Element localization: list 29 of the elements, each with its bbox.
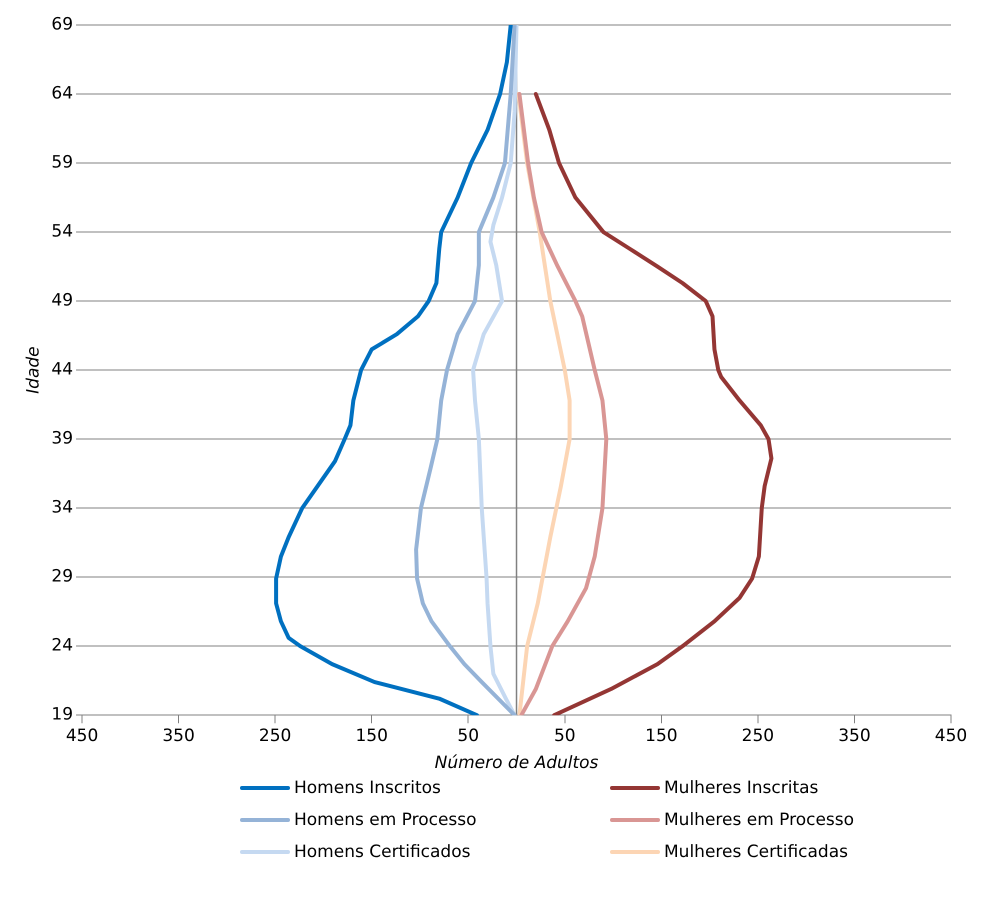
x-tick-label: 250 [742, 726, 774, 746]
legend-label: Mulheres em Processo [664, 810, 854, 830]
x-tick-label: 150 [355, 726, 388, 746]
legend-label: Homens Inscritos [294, 778, 441, 798]
y-tick-label: 54 [51, 221, 74, 242]
x-tick-label: 350 [162, 726, 195, 746]
y-tick-label: 49 [51, 290, 74, 310]
y-tick-label: 69 [51, 14, 74, 34]
x-tick-label: 250 [258, 726, 292, 746]
y-tick-label: 29 [51, 566, 74, 587]
y-tick-label: 39 [51, 428, 74, 449]
x-axis-title: Número de Adultos [434, 753, 599, 774]
y-tick-label: 64 [51, 83, 74, 104]
legend-label: Mulheres Inscritas [664, 778, 818, 798]
y-tick-label: 34 [51, 498, 74, 518]
legend-label: Homens Certificados [294, 842, 470, 862]
y-tick-label: 24 [51, 636, 74, 656]
y-tick-label: 19 [51, 704, 74, 725]
y-axis-title: Idade [24, 346, 44, 394]
legend-label: Mulheres Certificadas [664, 842, 848, 862]
x-tick-label: 150 [645, 726, 678, 746]
x-tick-label: 450 [934, 726, 968, 746]
y-tick-label: 44 [51, 360, 74, 380]
y-tick-label: 59 [51, 152, 74, 172]
legend-label: Homens em Processo [294, 810, 477, 830]
x-tick-label: 450 [66, 726, 98, 746]
x-tick-label: 50 [554, 726, 576, 746]
x-tick-label: 50 [457, 726, 480, 746]
x-tick-label: 350 [838, 726, 871, 746]
